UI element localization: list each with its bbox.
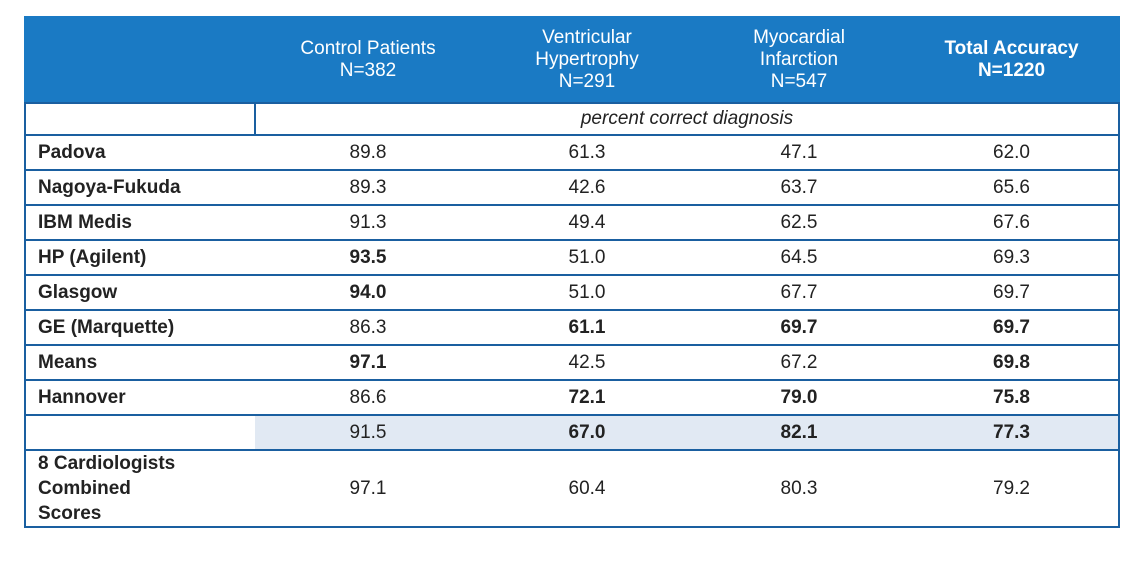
row-label: Hannover xyxy=(24,379,255,416)
table-cell: 89.8 xyxy=(255,134,481,171)
table-cell: 69.7 xyxy=(905,309,1120,346)
table-cell: 75.8 xyxy=(905,379,1120,416)
table-cell: 62.5 xyxy=(693,204,905,241)
row-label: Padova xyxy=(24,134,255,171)
table-row: IBM Medis 91.3 49.4 62.5 67.6 xyxy=(24,204,1120,241)
highlighted-row: 91.5 67.0 82.1 77.3 xyxy=(24,414,1120,451)
table-cell: 51.0 xyxy=(481,239,693,276)
table-cell: 79.0 xyxy=(693,379,905,416)
table-cell: 77.3 xyxy=(905,414,1120,451)
table-cell: 51.0 xyxy=(481,274,693,311)
table-cell: 80.3 xyxy=(693,449,905,528)
table-cell: 86.6 xyxy=(255,379,481,416)
table-cell: 94.0 xyxy=(255,274,481,311)
table-row: Hannover 86.6 72.1 79.0 75.8 xyxy=(24,379,1120,416)
cardiologists-row: 8 Cardiologists Combined Scores 97.1 60.4 80.… xyxy=(24,449,1120,528)
table-cell: 61.1 xyxy=(481,309,693,346)
table-cell: 69.3 xyxy=(905,239,1120,276)
table-cell: 61.3 xyxy=(481,134,693,171)
row-label: HP (Agilent) xyxy=(24,239,255,276)
table-cell: 89.3 xyxy=(255,169,481,206)
table-cell: 67.6 xyxy=(905,204,1120,241)
header-ventricular-hypertrophy: Ventricular Hypertrophy N=291 xyxy=(481,16,693,104)
table-row: Means 97.1 42.5 67.2 69.8 xyxy=(24,344,1120,381)
table-cell: 49.4 xyxy=(481,204,693,241)
table-cell: 67.0 xyxy=(481,414,693,451)
table-cell: 69.8 xyxy=(905,344,1120,381)
table-cell: 69.7 xyxy=(905,274,1120,311)
table-row: Glasgow 94.0 51.0 67.7 69.7 xyxy=(24,274,1120,311)
table-cell: 62.0 xyxy=(905,134,1120,171)
row-label-line: Combined xyxy=(38,478,131,499)
table-row: Nagoya-Fukuda 89.3 42.6 63.7 65.6 xyxy=(24,169,1120,206)
table-cell: 65.6 xyxy=(905,169,1120,206)
row-label-line: Scores xyxy=(38,503,102,524)
table-cell: 67.2 xyxy=(693,344,905,381)
table-row: Padova 89.8 61.3 47.1 62.0 xyxy=(24,134,1120,171)
row-label-line: 8 Cardiologists xyxy=(38,453,176,474)
row-label: Nagoya-Fukuda xyxy=(24,169,255,206)
row-label: Means xyxy=(24,344,255,381)
accuracy-table: Control Patients N=382 Ventricular Hyper… xyxy=(24,16,1120,528)
accuracy-table-container: Control Patients N=382 Ventricular Hyper… xyxy=(24,16,1120,528)
table-cell: 69.7 xyxy=(693,309,905,346)
table-cell: 67.7 xyxy=(693,274,905,311)
subheader-empty-cell xyxy=(24,102,256,136)
table-cell: 63.7 xyxy=(693,169,905,206)
table-cell: 42.5 xyxy=(481,344,693,381)
table-cell: 86.3 xyxy=(255,309,481,346)
table-cell: 97.1 xyxy=(255,449,481,528)
row-label: GE (Marquette) xyxy=(24,309,255,346)
table-row: HP (Agilent) 93.5 51.0 64.5 69.3 xyxy=(24,239,1120,276)
header-myocardial-infarction: Myocardial Infarction N=547 xyxy=(693,16,905,104)
subheader-label: percent correct diagnosis xyxy=(254,102,1120,136)
table-cell: 60.4 xyxy=(481,449,693,528)
table-cell: 79.2 xyxy=(905,449,1120,528)
highlighted-row-label xyxy=(24,414,255,451)
table-cell: 47.1 xyxy=(693,134,905,171)
table-cell: 97.1 xyxy=(255,344,481,381)
table-row: GE (Marquette) 86.3 61.1 69.7 69.7 xyxy=(24,309,1120,346)
table-cell: 82.1 xyxy=(693,414,905,451)
header-total-accuracy: Total Accuracy N=1220 xyxy=(905,16,1120,104)
row-label: IBM Medis xyxy=(24,204,255,241)
subheader-row: percent correct diagnosis xyxy=(24,102,1120,136)
header-empty-cell xyxy=(24,16,255,104)
table-cell: 91.5 xyxy=(255,414,481,451)
table-cell: 91.3 xyxy=(255,204,481,241)
header-control-patients: Control Patients N=382 xyxy=(255,16,481,104)
table-cell: 72.1 xyxy=(481,379,693,416)
row-label: Glasgow xyxy=(24,274,255,311)
cardiologists-row-label: 8 Cardiologists Combined Scores xyxy=(24,449,255,528)
table-cell: 93.5 xyxy=(255,239,481,276)
table-header-row: Control Patients N=382 Ventricular Hyper… xyxy=(24,16,1120,104)
table-cell: 42.6 xyxy=(481,169,693,206)
table-cell: 64.5 xyxy=(693,239,905,276)
